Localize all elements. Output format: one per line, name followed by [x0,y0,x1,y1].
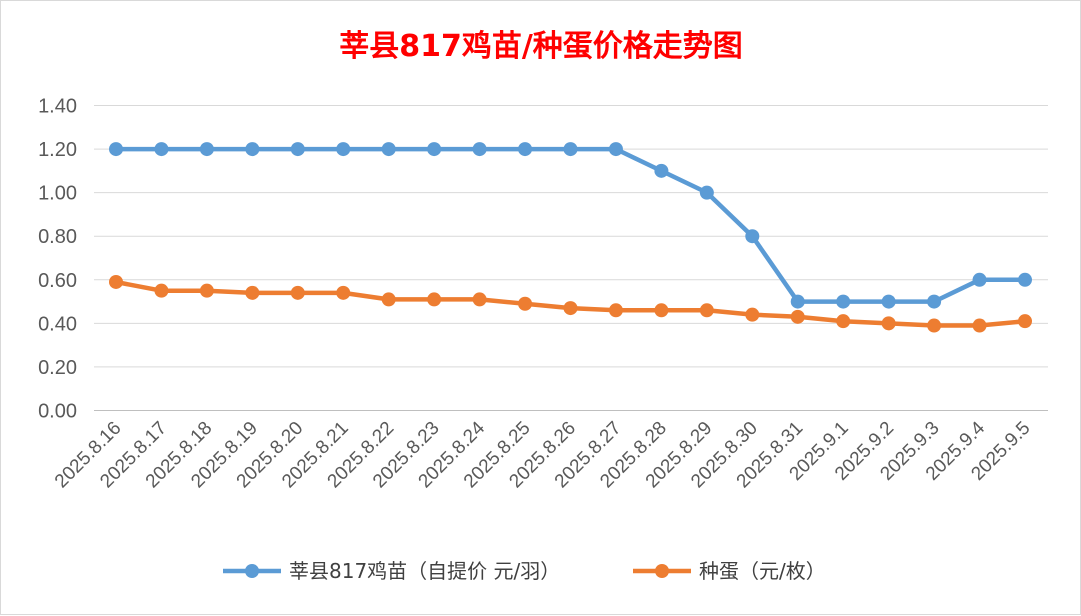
data-point [745,307,760,322]
data-point [518,142,533,157]
data-point [790,309,805,324]
data-point [199,283,214,298]
data-point [836,294,851,309]
y-tick-label: 0.00 [38,401,77,423]
y-tick-label: 0.20 [38,357,77,379]
data-point [472,142,487,157]
data-point [427,142,442,157]
data-point [290,142,305,157]
data-point [699,185,714,200]
legend-item: 种蛋（元/枚） [633,559,826,583]
data-point [563,301,578,316]
data-point [608,142,623,157]
y-tick-label: 1.40 [38,96,77,118]
y-tick-label: 0.60 [38,270,77,292]
legend-item: 莘县817鸡苗（自提价 元/羽） [223,559,560,583]
chart-title: 莘县817鸡苗/种蛋价格走势图 [339,29,743,64]
x-axis-ticks: 2025.8.162025.8.172025.8.182025.8.192025… [51,417,1035,492]
data-point [381,142,396,157]
data-point [836,314,851,329]
legend: 莘县817鸡苗（自提价 元/羽） 种蛋（元/枚） [223,559,826,583]
series-2 [109,274,1032,333]
legend-swatch-marker [655,564,669,578]
data-point [154,283,169,298]
data-point [427,292,442,307]
data-point [154,142,169,157]
data-point [881,316,896,331]
series-group [109,142,1032,333]
series-line [113,146,1028,304]
data-point [1018,314,1032,329]
data-point [927,294,942,309]
series-1 [109,142,1032,309]
legend-label: 莘县817鸡苗（自提价 元/羽） [289,559,560,583]
data-point [109,142,123,157]
data-point [290,285,305,300]
data-point [472,292,487,307]
data-point [336,142,351,157]
data-point [245,285,260,300]
y-tick-label: 1.00 [38,183,77,205]
data-point [109,274,123,289]
data-point [745,229,760,244]
data-point [927,318,942,333]
data-point [336,285,351,300]
data-point [199,142,214,157]
data-point [563,142,578,157]
data-point [518,296,533,311]
data-point [972,272,987,287]
data-point [790,294,805,309]
y-tick-label: 0.80 [38,226,77,248]
data-point [381,292,396,307]
y-axis-ticks: 0.00 0.20 0.40 0.60 0.80 1.00 1.20 1.40 [38,96,77,423]
data-point [245,142,260,157]
legend-label: 种蛋（元/枚） [699,559,826,583]
data-point [654,303,669,318]
data-point [881,294,896,309]
y-tick-label: 1.20 [38,139,77,161]
data-point [972,318,987,333]
data-point [699,303,714,318]
data-point [1018,272,1032,287]
data-point [608,303,623,318]
data-point [654,163,669,178]
legend-swatch-marker [245,564,259,578]
y-tick-label: 0.40 [38,313,77,335]
